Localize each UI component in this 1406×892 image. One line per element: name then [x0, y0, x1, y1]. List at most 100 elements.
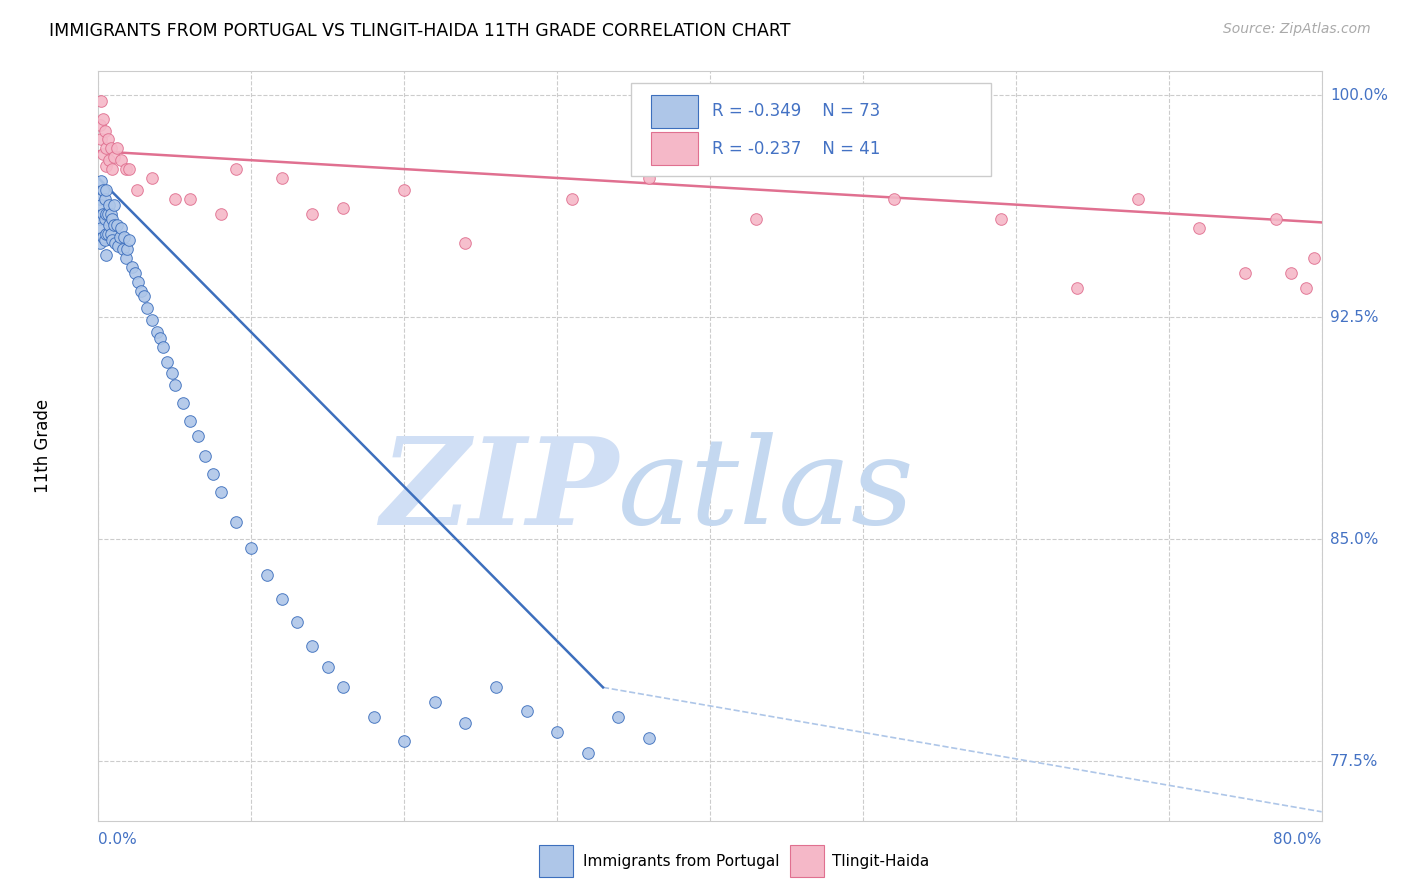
Point	[100, 141, 122, 155]
Point	[745, 212, 768, 227]
Point	[100, 227, 122, 242]
Point	[93, 233, 115, 247]
FancyBboxPatch shape	[630, 83, 991, 177]
Point	[94, 159, 117, 173]
Point	[101, 212, 124, 227]
Point	[94, 248, 117, 262]
Text: IMMIGRANTS FROM PORTUGAL VS TLINGIT-HAIDA 11TH GRADE CORRELATION CHART: IMMIGRANTS FROM PORTUGAL VS TLINGIT-HAID…	[49, 22, 790, 40]
Point	[332, 681, 354, 695]
Bar	[651, 132, 697, 165]
Point	[108, 230, 131, 244]
Text: 85.0%: 85.0%	[1330, 532, 1378, 547]
Point	[194, 450, 217, 464]
Point	[332, 201, 354, 215]
Point	[110, 153, 132, 168]
Point	[225, 515, 247, 529]
Bar	[538, 846, 574, 877]
Point	[100, 206, 122, 220]
Point	[89, 212, 111, 227]
Point	[117, 242, 139, 256]
Point	[127, 275, 149, 289]
Text: Source: ZipAtlas.com: Source: ZipAtlas.com	[1223, 22, 1371, 37]
Point	[1128, 192, 1150, 206]
Point	[103, 219, 125, 233]
Point	[97, 227, 120, 242]
Point	[91, 112, 114, 126]
Text: ZIP: ZIP	[380, 432, 619, 550]
Point	[94, 183, 117, 197]
Point	[90, 197, 112, 211]
Point	[91, 147, 114, 161]
Point	[179, 192, 201, 206]
Point	[136, 301, 159, 316]
Point	[202, 467, 225, 482]
Point	[93, 192, 115, 206]
Point	[1188, 221, 1211, 235]
Point	[883, 192, 905, 206]
Point	[98, 219, 121, 233]
Point	[101, 233, 124, 247]
Point	[103, 150, 125, 164]
Point	[160, 367, 183, 381]
Point	[301, 639, 323, 653]
Point	[111, 242, 134, 256]
Point	[101, 162, 124, 177]
Text: Tlingit-Haida: Tlingit-Haida	[832, 855, 929, 870]
Point	[156, 354, 179, 368]
Point	[209, 206, 232, 220]
Point	[103, 197, 125, 211]
Point	[1234, 266, 1257, 280]
Point	[98, 197, 121, 211]
Point	[516, 704, 538, 718]
Point	[392, 733, 416, 747]
Point	[93, 212, 115, 227]
Point	[454, 715, 477, 730]
Point	[90, 94, 112, 108]
Point	[115, 162, 138, 177]
Point	[1264, 212, 1286, 227]
Point	[105, 141, 128, 155]
Point	[285, 615, 308, 630]
Bar	[651, 95, 697, 128]
Point	[91, 183, 114, 197]
Point	[225, 162, 247, 177]
Point	[94, 206, 117, 220]
Point	[121, 260, 143, 274]
Point	[152, 340, 174, 354]
Point	[637, 731, 661, 745]
Point	[90, 221, 112, 235]
Point	[118, 162, 141, 177]
Point	[270, 591, 292, 606]
Point	[179, 414, 201, 428]
Point	[124, 266, 146, 280]
Point	[1303, 251, 1326, 265]
Point	[561, 192, 583, 206]
Point	[125, 183, 148, 197]
Point	[485, 681, 508, 695]
Point	[118, 233, 141, 247]
Point	[97, 132, 120, 146]
Point	[423, 695, 446, 709]
Text: 77.5%: 77.5%	[1330, 754, 1378, 769]
Point	[607, 710, 630, 724]
Point	[93, 123, 115, 137]
Text: 100.0%: 100.0%	[1330, 87, 1388, 103]
Point	[546, 724, 568, 739]
Point	[134, 289, 156, 303]
Point	[98, 153, 121, 168]
Point	[115, 251, 138, 265]
Point	[97, 206, 120, 220]
Point	[576, 746, 599, 760]
Point	[110, 221, 132, 235]
Point	[1066, 280, 1088, 294]
Point	[107, 239, 129, 253]
Point	[141, 171, 163, 186]
Bar	[790, 846, 824, 877]
Point	[187, 428, 209, 442]
Point	[94, 141, 117, 155]
Point	[90, 132, 112, 146]
Text: 11th Grade: 11th Grade	[34, 399, 52, 493]
Point	[129, 284, 152, 298]
Point	[172, 396, 194, 410]
Point	[270, 171, 292, 186]
